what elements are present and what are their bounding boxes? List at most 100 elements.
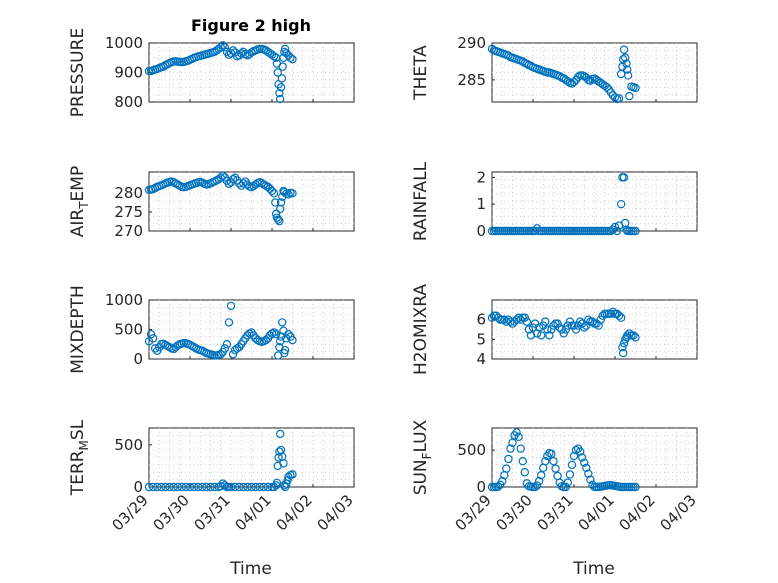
y-tick-label: 290 [457,34,486,52]
data-point [623,331,632,340]
data-point [520,313,530,322]
data-point [276,429,285,439]
data-point [157,482,166,492]
x-tick-label: 03/31 [534,491,577,534]
data-point [241,50,250,59]
data-point [271,198,280,207]
data-point [220,344,230,353]
data-point [534,476,544,486]
data-point [623,71,633,80]
data-point [152,482,162,492]
data-point [280,345,290,355]
axes-box [491,427,698,488]
data-point [247,482,256,492]
data-point [584,315,593,324]
data-point [580,458,589,467]
data-point [555,71,564,81]
data-point [169,482,178,492]
data-point [520,468,530,477]
data-point [530,482,540,492]
data-point [267,329,277,338]
data-point [185,340,195,350]
data-point [282,334,291,343]
data-point [518,57,527,66]
data-point [619,45,629,54]
data-point [193,482,203,492]
data-point [616,313,626,322]
x-tick-label: 03/30 [493,491,536,534]
series-markers [487,428,640,492]
data-point [547,449,556,459]
data-point [275,216,284,226]
data-point [251,180,260,189]
data-point [563,478,573,487]
data-point [275,88,284,98]
x-axis-label-left: Time [229,559,272,579]
data-point [243,482,252,492]
data-point [272,478,282,487]
data-point [487,313,497,322]
data-point [165,482,174,492]
y-axis-label: THETA [411,45,431,101]
data-point [216,481,225,491]
data-point [288,335,297,345]
data-point [621,335,630,344]
data-point [508,438,517,447]
data-point [493,482,503,491]
data-point [288,189,297,198]
y-tick-label: 270 [114,222,143,240]
data-point [243,180,252,189]
data-point [575,317,585,326]
subplot-pressure: 800 900 1000 PRESSURE [68,28,355,117]
data-point [159,339,168,348]
data-point [621,53,630,62]
data-point [187,341,197,351]
data-point [502,464,511,473]
data-point [547,325,556,334]
data-point [274,453,283,462]
data-point [228,350,238,359]
data-point [622,59,631,68]
data-point [549,456,558,466]
data-point [189,482,199,492]
y-tick-label: 500 [457,441,486,459]
data-point [185,482,195,492]
x-tick-label: 04/03 [657,491,700,534]
data-point [498,476,507,486]
data-point [148,482,158,492]
data-point [173,482,182,492]
axes-box [491,171,698,232]
y-tick-label: 280 [114,184,143,202]
data-point [561,482,571,492]
data-point [631,482,640,492]
data-point [530,226,540,236]
data-point [625,329,634,338]
data-point [616,199,626,209]
data-point [210,482,219,492]
data-point [284,190,293,199]
data-point [284,330,293,339]
data-point [148,334,158,343]
series-markers [144,41,297,104]
data-point [263,482,273,492]
data-point [625,91,634,101]
data-point [506,444,515,453]
data-point [224,318,234,327]
data-point [202,482,211,492]
data-point [563,77,573,86]
data-point [586,475,595,484]
data-point [537,331,546,340]
data-point [569,77,579,87]
data-point [286,53,295,62]
x-tick-label: 03/29 [109,491,152,534]
data-point [271,330,281,339]
data-point [259,482,268,492]
data-point [273,215,283,224]
figure-title: Figure 2 high [191,16,311,35]
data-point [276,83,286,92]
data-point [218,41,227,50]
data-point [608,307,618,316]
data-point [269,52,279,61]
